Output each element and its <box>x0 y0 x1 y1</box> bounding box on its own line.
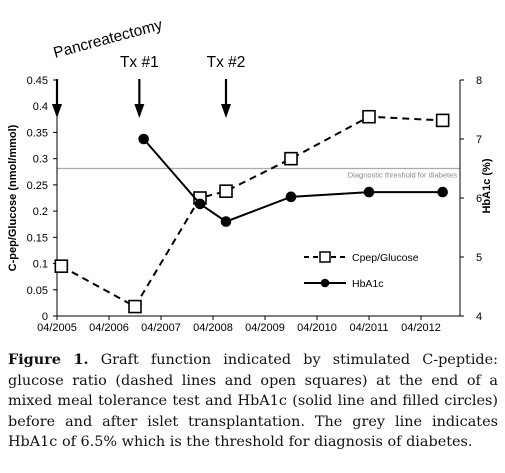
hba1c-line <box>142 138 443 223</box>
y-right-tick-label: 4 <box>476 311 482 323</box>
y-left-tick-label: 0.45 <box>27 75 48 87</box>
cpep-glucose-point <box>362 109 376 124</box>
y-right-axis-label: HbA1c (%) <box>481 158 493 213</box>
x-tick-label: 04/2006 <box>89 322 129 334</box>
x-tick-label: 04/2010 <box>297 322 337 334</box>
series-group <box>54 109 450 314</box>
y-right-tick-label: 6 <box>476 193 482 205</box>
y-left-tick-label: 0.15 <box>27 232 48 244</box>
legend-cpep-label: Cpep/Glucose <box>352 252 419 264</box>
legend-hba1c-marker <box>320 278 330 288</box>
annotation-tx-1: Tx #1 <box>120 54 159 71</box>
hba1c-point <box>220 216 232 227</box>
caption-text: Graft function indicated by stimulated C… <box>8 352 498 451</box>
x-tick-label: 04/2005 <box>37 322 77 334</box>
hba1c-point <box>194 198 206 210</box>
arrow-tx-1-head <box>134 104 145 118</box>
x-tick-label: 04/2009 <box>245 322 285 334</box>
x-tick-label: 04/2012 <box>401 322 441 334</box>
legend-cpep-marker <box>319 251 331 263</box>
arrow-pancreatectomy-head <box>52 104 62 118</box>
hba1c-point <box>285 191 297 203</box>
y-right-tick-label: 7 <box>476 134 482 146</box>
cpep-glucose-point <box>284 151 298 166</box>
caption-label: Figure 1. <box>8 351 89 369</box>
figure-caption: Figure 1. Graft function indicated by st… <box>8 350 498 453</box>
threshold-group: Diagnostic threshold for diabetes <box>57 167 460 180</box>
chart: Diagnostic threshold for diabetes 00.050… <box>7 16 493 334</box>
y-left-tick-label: 0 <box>42 311 48 323</box>
legend-hba1c-label: HbA1c <box>352 278 384 290</box>
y-left-tick-label: 0.4 <box>33 101 48 113</box>
x-tick-label: 04/2008 <box>193 322 233 334</box>
y-left-tick-label: 0.1 <box>33 259 48 271</box>
y-left-tick-label: 0.25 <box>27 180 48 192</box>
hba1c-point <box>138 133 149 145</box>
cpep-glucose-point <box>128 299 142 314</box>
x-tick-label: 04/2007 <box>141 322 181 334</box>
y-right-tick-label: 8 <box>476 75 482 87</box>
cpep-glucose-point <box>54 259 69 273</box>
y-left-axis-label: C-pep/Glucose (nmol/mmol) <box>7 124 19 271</box>
arrow-tx-2-head <box>221 104 231 118</box>
hba1c-point <box>437 186 448 198</box>
y-left-tick-label: 0.35 <box>27 127 48 139</box>
x-tick-label: 04/2011 <box>350 322 389 334</box>
y-left-tick-label: 0.3 <box>33 154 48 166</box>
y-left-tick-label: 0.2 <box>33 206 48 218</box>
y-right-tick-label: 5 <box>476 252 482 264</box>
cpep-glucose-point <box>435 113 450 128</box>
threshold-label: Diagnostic threshold for diabetes <box>348 171 457 180</box>
annotation-tx-2: Tx #2 <box>207 54 246 71</box>
y-left-tick-label: 0.05 <box>27 285 48 297</box>
legend: Cpep/Glucose HbA1c <box>304 251 419 290</box>
cpep-glucose-point <box>219 184 233 198</box>
axes-group: 0 0.05 0.1 0.15 0.2 0.25 0.3 0.35 0.4 0.45 4 5 6 7 8 04… <box>7 75 493 334</box>
hba1c-point <box>363 186 375 198</box>
